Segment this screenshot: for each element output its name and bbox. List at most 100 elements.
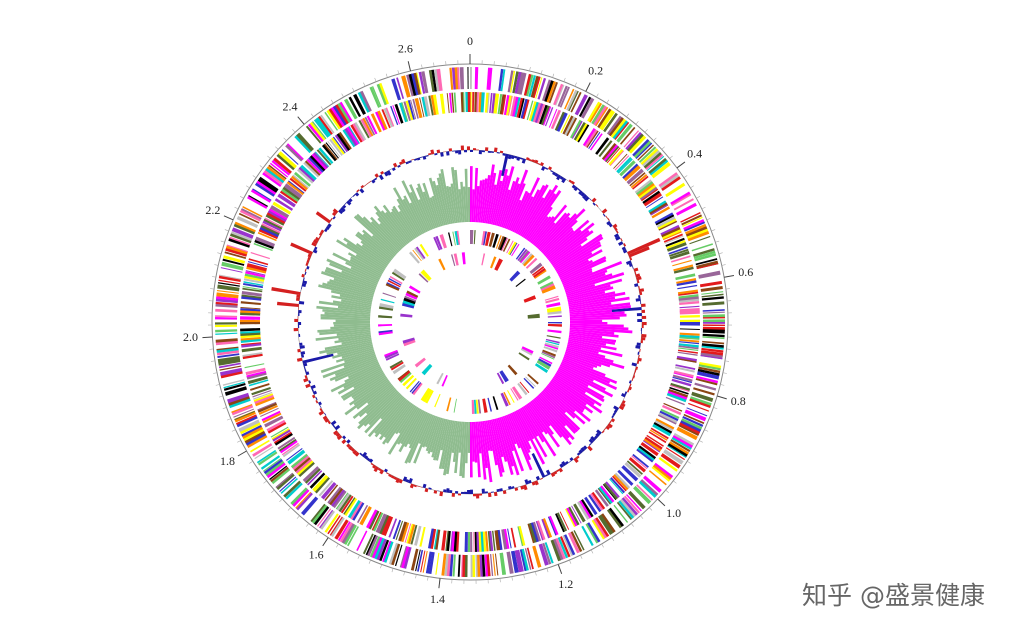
gene-reverse	[338, 131, 352, 150]
gc-content	[476, 493, 480, 499]
inner-track	[490, 256, 497, 269]
gc-content	[297, 306, 299, 311]
gc-content	[312, 239, 319, 244]
gene-reverse	[302, 466, 320, 483]
gene-reverse	[639, 186, 658, 201]
minor-tick	[687, 461, 691, 464]
gene-forward	[633, 485, 652, 505]
gene-reverse	[677, 351, 698, 356]
gene-forward	[428, 551, 435, 575]
gc-content	[534, 480, 539, 486]
gc-content	[302, 280, 308, 285]
rna-track	[386, 282, 400, 290]
gene-forward	[694, 253, 717, 262]
gene-forward	[563, 534, 576, 556]
gene-reverse	[626, 168, 644, 185]
gc-content	[414, 158, 418, 161]
minor-tick	[529, 66, 531, 72]
gc-skew	[476, 421, 482, 454]
gene-reverse	[660, 224, 680, 236]
gc-skew	[524, 404, 544, 433]
gc-content	[424, 488, 429, 493]
gene-forward	[651, 161, 671, 179]
gene-forward	[371, 536, 383, 559]
rna-track	[409, 380, 420, 393]
gene-reverse	[624, 461, 642, 478]
gc-content	[318, 235, 322, 239]
gene-reverse	[648, 200, 667, 214]
gene-forward	[269, 162, 289, 178]
gene-forward	[597, 108, 612, 129]
gc-content	[364, 455, 369, 460]
gene-forward	[273, 157, 292, 174]
gc-skew	[344, 364, 381, 383]
gc-skew	[534, 222, 556, 247]
gc-skew	[528, 401, 554, 435]
gene-forward	[279, 476, 297, 492]
gene-forward	[648, 470, 667, 486]
gene-reverse	[658, 220, 678, 231]
gc-skew	[565, 349, 625, 369]
gene-reverse	[662, 404, 682, 416]
gene-reverse	[266, 419, 286, 432]
rna-track	[397, 370, 410, 380]
gene-forward	[702, 309, 725, 312]
gene-forward	[462, 554, 466, 577]
rna-track	[434, 393, 441, 408]
minor-tick	[563, 77, 566, 82]
gene-reverse	[679, 341, 700, 345]
gene-reverse	[605, 481, 620, 499]
gc-content	[561, 461, 567, 467]
gc-skew	[495, 166, 515, 226]
gc-content	[350, 447, 355, 452]
minor-tick	[214, 264, 219, 266]
gene-forward	[218, 279, 241, 285]
minor-tick	[380, 564, 383, 569]
gene-forward	[217, 284, 240, 292]
gene-forward	[701, 291, 724, 295]
gc-skew	[568, 296, 630, 309]
gc-content	[641, 309, 646, 313]
gene-reverse	[405, 100, 414, 121]
gc-content	[578, 449, 583, 454]
gene-reverse	[522, 99, 530, 120]
gc-content	[352, 194, 356, 197]
gc-skew	[569, 319, 603, 322]
gene-forward	[275, 472, 295, 491]
gene-forward	[428, 69, 435, 93]
gene-reverse	[547, 516, 557, 536]
gc-skew	[530, 400, 551, 427]
gene-reverse	[312, 474, 329, 492]
gene-forward	[573, 530, 585, 551]
gene-forward	[436, 68, 443, 92]
minor-tick	[320, 106, 324, 110]
gc-content	[348, 445, 353, 451]
gc-skew	[375, 211, 406, 247]
gc-skew	[387, 406, 419, 455]
gene-forward	[337, 102, 352, 124]
gene-forward	[388, 542, 398, 565]
gc-content	[478, 150, 482, 155]
minor-tick	[287, 507, 291, 511]
minor-tick	[346, 549, 350, 554]
gene-reverse	[617, 158, 633, 174]
rna-track	[534, 363, 549, 373]
gene-reverse	[465, 92, 469, 113]
gc-content	[307, 253, 312, 258]
gene-forward	[278, 151, 297, 169]
gene-forward	[616, 501, 633, 520]
gc-content	[602, 213, 606, 217]
gene-forward	[457, 554, 461, 577]
gc-content	[318, 232, 323, 236]
gc-skew	[319, 328, 371, 336]
gc-skew	[569, 328, 615, 335]
gene-reverse	[320, 481, 337, 500]
gene-reverse	[609, 478, 624, 495]
gene-reverse	[407, 100, 415, 120]
gene-reverse	[573, 503, 586, 523]
gene-reverse	[675, 364, 696, 371]
gene-forward	[215, 338, 238, 343]
gc-content	[315, 396, 318, 401]
gene-reverse	[244, 273, 265, 280]
minor-tick	[217, 252, 222, 255]
